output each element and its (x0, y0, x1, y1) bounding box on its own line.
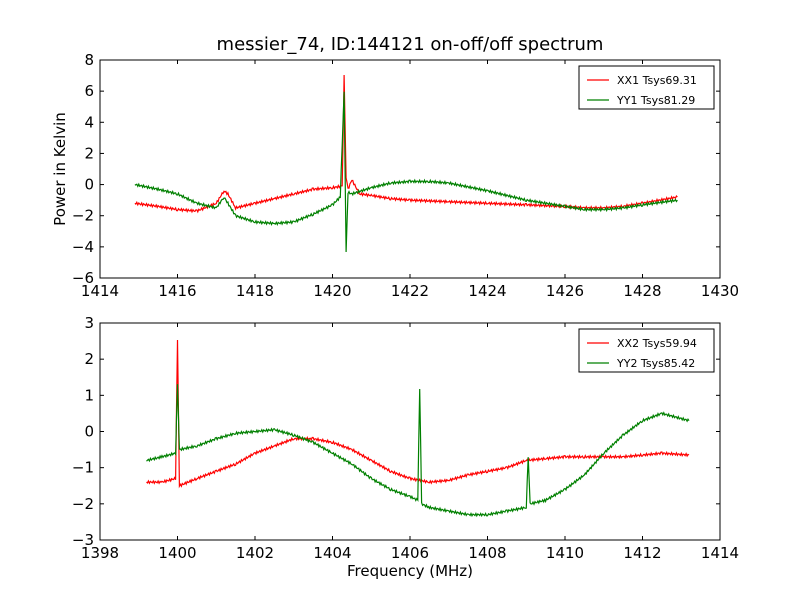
series-line-yy2 (146, 384, 690, 518)
x-tick-label: 1402 (236, 544, 274, 562)
x-axis-label: Frequency (MHz) (347, 562, 473, 580)
y-tick-label: −3 (72, 531, 94, 549)
y-tick-label: 6 (84, 82, 94, 100)
y-tick-label: 0 (84, 176, 94, 194)
legend-label: YY2 Tsys85.42 (616, 357, 695, 370)
y-tick-label: 8 (84, 51, 94, 69)
y-tick-label: 3 (84, 314, 94, 332)
x-tick-label: 1414 (81, 282, 119, 300)
x-tick-label: 1400 (158, 544, 196, 562)
y-tick-label: 1 (84, 386, 94, 404)
y-tick-label: 4 (84, 113, 94, 131)
y-tick-label: −2 (72, 207, 94, 225)
chart-title: messier_74, ID:144121 on-off/off spectru… (216, 34, 604, 55)
y-axis-label: Power in Kelvin (51, 112, 69, 226)
x-tick-label: 1428 (623, 282, 661, 300)
x-tick-label: 1416 (158, 282, 196, 300)
x-tick-label: 1424 (468, 282, 506, 300)
y-tick-label: −4 (72, 238, 94, 256)
legend-label: XX1 Tsys69.31 (617, 74, 697, 87)
legend-box (578, 65, 715, 110)
x-tick-label: 1398 (81, 544, 119, 562)
x-tick-label: 1418 (236, 282, 274, 300)
y-tick-label: −6 (72, 269, 94, 287)
panel-2: 1398 1400 1402 1404 1406 1408 1410 1412 1414 −3 −2… (72, 314, 739, 580)
series-line-yy1 (134, 91, 678, 253)
x-tick-label: 1420 (313, 282, 351, 300)
legend-box (578, 328, 715, 373)
panel-1: 1414 1416 1418 1420 1422 1424 1426 1428 1430 −6 −4… (51, 51, 739, 300)
y-tick-label: −2 (72, 495, 94, 513)
x-tick-label: 1406 (391, 544, 429, 562)
legend-label: XX2 Tsys59.94 (617, 337, 697, 350)
legend-label: YY1 Tsys81.29 (616, 94, 695, 107)
x-tick-label: 1430 (701, 282, 739, 300)
x-tick-label: 1404 (313, 544, 351, 562)
x-tick-label: 1414 (701, 544, 739, 562)
x-tick-label: 1412 (623, 544, 661, 562)
x-tick-label: 1426 (546, 282, 584, 300)
x-tick-label: 1408 (468, 544, 506, 562)
y-tick-label: 2 (84, 350, 94, 368)
y-tick-label: −1 (72, 459, 94, 477)
y-tick-label: 0 (84, 423, 94, 441)
x-tick-label: 1422 (391, 282, 429, 300)
x-tick-label: 1410 (546, 544, 584, 562)
y-tick-label: 2 (84, 144, 94, 162)
